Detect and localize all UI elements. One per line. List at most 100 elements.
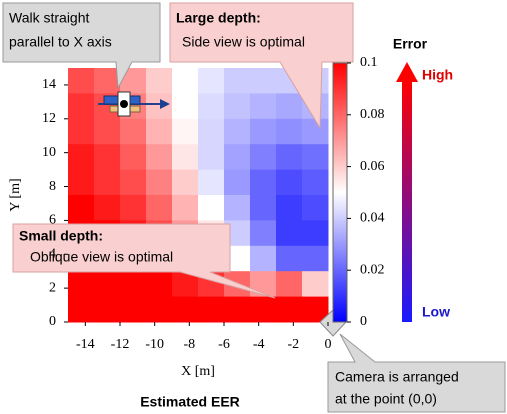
heat-cell <box>224 296 251 323</box>
colorbar <box>332 62 348 323</box>
heat-cell <box>146 118 173 145</box>
heat-cell <box>302 144 329 171</box>
heat-cell <box>276 93 303 120</box>
heat-cell <box>250 195 277 221</box>
walker-icon <box>98 91 170 117</box>
x-tick-label: -10 <box>145 337 164 352</box>
x-tick-label: -12 <box>111 337 130 352</box>
heat-cell <box>276 144 303 171</box>
heat-cell <box>302 195 329 221</box>
heat-cell <box>198 195 225 221</box>
heat-cell <box>250 169 277 196</box>
heat-cell <box>68 169 95 196</box>
annotation: Camera is arranged <box>335 369 459 385</box>
heat-cell <box>68 118 95 145</box>
error-arrow-head <box>396 62 418 82</box>
heat-cell <box>172 93 199 120</box>
x-tick-label: -2 <box>287 337 299 352</box>
heat-cell <box>120 296 147 323</box>
annotation: Walk straight <box>9 10 90 26</box>
heat-cell <box>250 68 277 94</box>
x-axis-label: X [m] <box>181 364 215 379</box>
colorbar-tick-label: 0.08 <box>360 107 385 122</box>
heat-cell <box>68 271 95 298</box>
heat-cell <box>94 271 121 298</box>
heat-cell <box>94 169 121 196</box>
heat-cell <box>120 118 147 145</box>
heat-cell <box>302 245 329 272</box>
heat-cell <box>198 169 225 196</box>
heat-cell <box>250 93 277 120</box>
heat-cell <box>276 271 303 298</box>
heat-cell <box>276 118 303 145</box>
heat-cell <box>68 296 95 323</box>
heat-cell <box>172 118 199 145</box>
heat-cell <box>172 144 199 171</box>
annotation: Small depth: <box>19 228 103 244</box>
y-tick-label: 10 <box>42 145 56 160</box>
heat-cell <box>146 93 173 120</box>
heat-cell <box>94 144 121 171</box>
heat-cell <box>68 195 95 221</box>
heat-cell <box>250 296 277 323</box>
heat-cell <box>94 68 121 94</box>
y-tick-label: 14 <box>42 77 56 92</box>
heat-cell <box>302 271 329 298</box>
heat-cell <box>198 118 225 145</box>
heat-cell <box>120 271 147 298</box>
y-tick-label: 8 <box>49 179 56 194</box>
heat-cell <box>276 296 303 323</box>
heat-cell <box>276 245 303 272</box>
heat-cell <box>172 169 199 196</box>
heat-cell <box>146 68 173 94</box>
high-label: High <box>422 67 453 83</box>
heat-cell <box>224 195 251 221</box>
heat-cell <box>198 296 225 323</box>
y-axis-label: Y [m] <box>8 178 23 211</box>
heat-cell <box>224 118 251 145</box>
heat-cell <box>68 93 95 120</box>
heat-cell <box>94 296 121 323</box>
heat-cell <box>302 220 329 247</box>
x-tick-label: 0 <box>325 337 332 352</box>
heat-cell <box>224 68 251 94</box>
y-tick-label: 12 <box>42 111 56 126</box>
large-depth-callout <box>169 2 354 130</box>
heat-cell <box>146 271 173 298</box>
heat-cell <box>94 118 121 145</box>
y-tick-label: 2 <box>49 280 56 295</box>
heat-cell <box>172 195 199 221</box>
annotation: at the point (0,0) <box>335 391 437 407</box>
colorbar-tick-label: 0.02 <box>360 262 385 277</box>
camera-callout <box>327 333 506 413</box>
heat-cell <box>146 144 173 171</box>
x-tick-label: -8 <box>183 337 195 352</box>
annotation: Side view is optimal <box>182 34 305 50</box>
colorbar-tick-label: 0.1 <box>360 55 378 70</box>
annotation: Oblique view is optimal <box>30 249 173 265</box>
heat-cell <box>94 195 121 221</box>
colorbar-title: Error <box>393 36 428 52</box>
heat-cell <box>224 144 251 171</box>
heat-cell <box>172 68 199 94</box>
heat-cell <box>276 195 303 221</box>
heat-cell <box>146 296 173 323</box>
heat-cell <box>198 68 225 94</box>
colorbar-tick-label: 0.06 <box>360 159 385 174</box>
heat-cell <box>250 144 277 171</box>
caption: Estimated EER <box>140 394 240 410</box>
heat-cell <box>68 144 95 171</box>
error-arrow <box>402 80 412 322</box>
heat-cell <box>276 169 303 196</box>
heat-cell <box>302 118 329 145</box>
small-depth-callout <box>12 223 276 299</box>
heat-cell <box>250 245 277 272</box>
heat-cell <box>172 296 199 323</box>
heat-cell <box>250 118 277 145</box>
y-tick-label: 0 <box>49 314 56 329</box>
heat-cell <box>120 144 147 171</box>
heat-cell <box>224 93 251 120</box>
y-tick-label: 6 <box>49 213 56 228</box>
heat-cell <box>224 169 251 196</box>
